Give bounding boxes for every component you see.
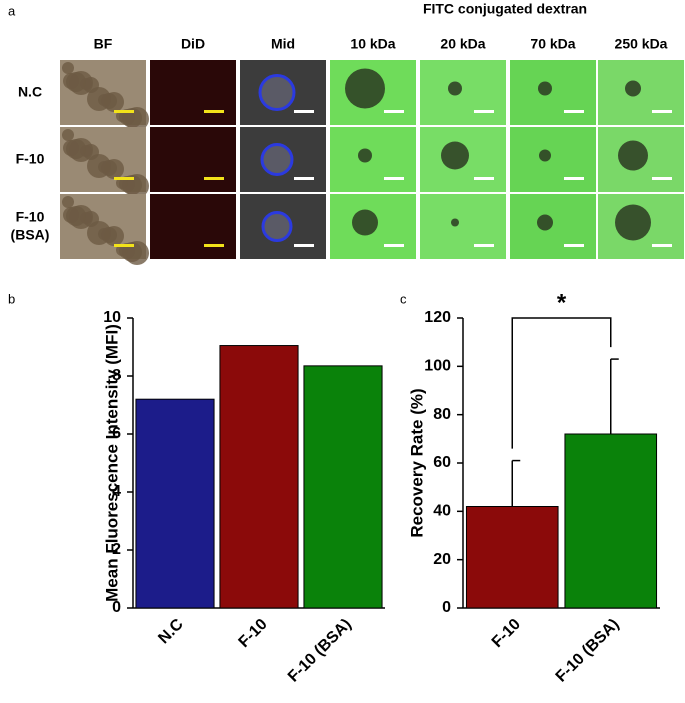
micrograph [598, 60, 684, 125]
panel-label: a [8, 3, 16, 18]
bar [465, 506, 559, 609]
y-tick-label: 10 [103, 309, 121, 326]
y-tick-label: 2 [112, 541, 121, 558]
spheroid [618, 140, 648, 171]
scale-bar [114, 110, 134, 113]
scale-bar [384, 244, 404, 247]
spheroid [62, 196, 74, 208]
scale-bar [204, 177, 224, 180]
row-label: F-10 (BSA) [11, 208, 50, 242]
spheroid [260, 143, 294, 176]
significance-mark: * [557, 289, 567, 316]
x-tick-label: F-10 (BSA) [285, 616, 355, 686]
scale-bar [384, 110, 404, 113]
y-tick-label: 60 [433, 454, 451, 471]
x-tick-label: F-10 [489, 616, 524, 651]
y-axis-label: Recovery Rate (%) [407, 388, 426, 537]
scale-bar [204, 110, 224, 113]
spheroid [258, 74, 296, 111]
bar [303, 365, 383, 609]
micrograph [150, 127, 236, 192]
y-tick-label: 40 [433, 503, 451, 520]
spheroid [87, 221, 111, 245]
micrograph [150, 194, 236, 259]
micrograph [510, 127, 596, 192]
column-header: 10 kDa [350, 36, 395, 52]
spheroid [63, 207, 79, 223]
micrograph [150, 60, 236, 125]
panel-label: c [400, 291, 407, 306]
x-tick-label: N.C [155, 615, 187, 647]
spheroid [448, 81, 462, 96]
spheroid [62, 62, 74, 74]
scale-bar [294, 177, 314, 180]
y-tick-label: 6 [112, 425, 121, 442]
scale-bar [294, 244, 314, 247]
scale-bar [294, 110, 314, 113]
spheroid [62, 129, 74, 141]
scale-bar [474, 244, 494, 247]
y-tick-label: 100 [424, 358, 451, 375]
micrograph [510, 194, 596, 259]
spheroid [345, 68, 385, 109]
column-header: BF [94, 36, 113, 52]
group-title: FITC conjugated dextran [423, 1, 587, 17]
spheroid [451, 218, 459, 227]
spheroid [537, 214, 553, 231]
scale-bar [564, 244, 584, 247]
spheroid [358, 148, 372, 163]
spheroid [538, 81, 552, 96]
scale-bar [204, 244, 224, 247]
column-header: 20 kDa [440, 36, 485, 52]
scale-bar [114, 177, 134, 180]
panel-label: b [8, 291, 15, 306]
x-tick-label: F-10 (BSA) [553, 616, 623, 686]
row-label: N.C [18, 83, 42, 99]
scale-bar [474, 177, 494, 180]
spheroid [63, 73, 79, 89]
y-tick-label: 8 [112, 367, 121, 384]
bar [135, 398, 215, 609]
spheroid [615, 204, 651, 241]
micrograph [510, 60, 596, 125]
bar [564, 433, 658, 609]
micrograph [330, 127, 416, 192]
scale-bar [564, 177, 584, 180]
y-axis-label: Mean Fluorescence Intensity (MFI) [102, 324, 121, 602]
y-tick-label: 20 [433, 551, 451, 568]
row-label: F-10 [16, 150, 45, 166]
y-tick-label: 4 [112, 483, 121, 500]
significance-bracket [511, 317, 612, 449]
scale-bar [564, 110, 584, 113]
scale-bar [652, 244, 672, 247]
y-tick-label: 120 [424, 309, 451, 326]
spheroid [87, 87, 111, 111]
scale-bar [652, 177, 672, 180]
micrograph [420, 60, 506, 125]
scale-bar [652, 110, 672, 113]
column-header: Mid [271, 36, 295, 52]
scale-bar [474, 110, 494, 113]
micrograph [420, 194, 506, 259]
column-header: 250 kDa [615, 36, 668, 52]
scale-bar [384, 177, 404, 180]
y-tick-label: 80 [433, 406, 451, 423]
bar [219, 345, 299, 609]
spheroid [539, 149, 551, 162]
column-header: 70 kDa [530, 36, 575, 52]
y-tick-label: 0 [112, 599, 121, 616]
spheroid [261, 211, 293, 242]
spheroid [441, 141, 469, 170]
y-tick-label: 0 [442, 599, 451, 616]
spheroid [625, 80, 641, 97]
spheroid [352, 209, 378, 236]
spheroid [63, 140, 79, 156]
scale-bar [114, 244, 134, 247]
spheroid [87, 154, 111, 178]
x-tick-label: F-10 [236, 616, 271, 651]
column-header: DiD [181, 36, 205, 52]
